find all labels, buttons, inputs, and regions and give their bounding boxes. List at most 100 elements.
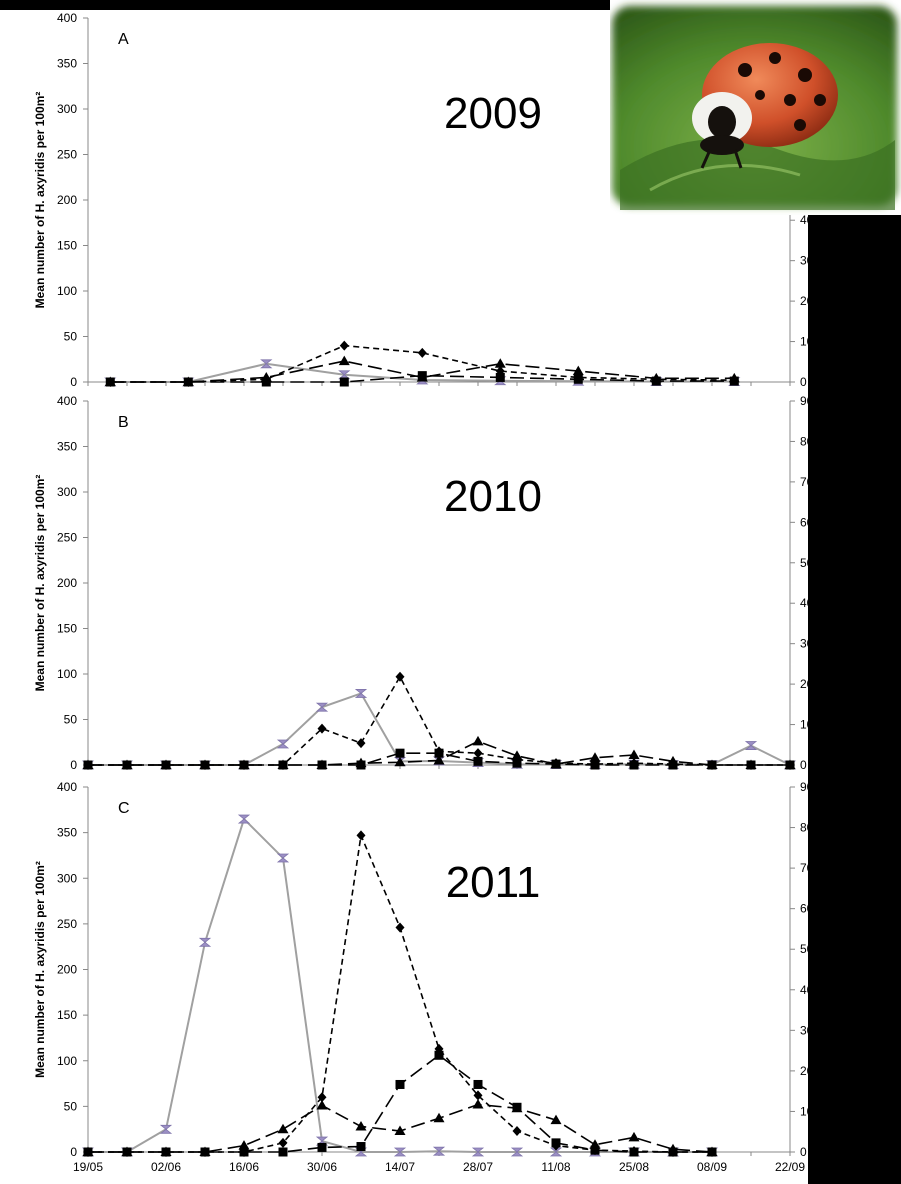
square-marker xyxy=(317,760,327,770)
diamond-marker xyxy=(317,723,327,734)
x-tick-label: 22/09 xyxy=(775,1160,805,1174)
y-left-tick-label: 200 xyxy=(57,193,77,207)
y-left-tick-label: 100 xyxy=(57,667,77,681)
square-marker xyxy=(512,1102,522,1112)
panel-c: 0 50 100 150 200 250 300 350 400 0 10000 20000 30000… xyxy=(33,780,865,1174)
square-marker xyxy=(278,1147,288,1157)
y-left-tick-label: 0 xyxy=(70,375,77,389)
ladybird-photo xyxy=(610,0,901,215)
hourglass-marker xyxy=(471,1147,485,1157)
diamond-marker xyxy=(395,671,405,682)
y-right-tick-label: 90000 xyxy=(800,394,834,408)
year-label: 2010 xyxy=(444,472,542,521)
y-right-tick-label: 60000 xyxy=(800,902,834,916)
y-left-tick-label: 300 xyxy=(57,871,77,885)
year-label: 2009 xyxy=(444,89,542,138)
triangle-marker xyxy=(394,1125,406,1136)
triangle-marker xyxy=(472,735,484,746)
square-marker xyxy=(785,760,795,770)
y-right-tick-label: 20000 xyxy=(800,1064,834,1078)
panels: 0501001502002503003504000100002000030000… xyxy=(33,11,865,1174)
diamond-marker xyxy=(417,347,427,358)
x-tick-label: 16/06 xyxy=(229,1160,259,1174)
series-line-triangle xyxy=(110,360,735,383)
y-left-tick-label: 250 xyxy=(57,531,77,545)
panel-letter: C xyxy=(118,800,130,817)
square-marker xyxy=(183,377,193,387)
hourglass-marker xyxy=(198,937,212,947)
y-left-tick-label: 100 xyxy=(57,284,77,298)
y-right-tick-label: 30000 xyxy=(800,1023,834,1037)
panel-letter: A xyxy=(118,31,129,48)
square-marker xyxy=(473,756,483,766)
square-marker xyxy=(746,760,756,770)
y-left-tick-label: 300 xyxy=(57,485,77,499)
y-right-tick-label: 30000 xyxy=(800,637,834,651)
square-marker xyxy=(707,1147,717,1157)
triangle-marker xyxy=(572,365,584,376)
diamond-marker xyxy=(356,738,366,749)
square-marker xyxy=(339,377,349,387)
y-left-axis-title: Mean number of H. axyridis per 100m² xyxy=(33,92,47,309)
triangle-marker xyxy=(589,752,601,762)
y-right-tick-label: 10000 xyxy=(800,335,834,349)
square-marker xyxy=(161,1147,171,1157)
square-marker xyxy=(434,1050,444,1060)
triangle-marker xyxy=(472,1099,484,1109)
y-left-tick-label: 400 xyxy=(57,394,77,408)
y-left-tick-label: 350 xyxy=(57,826,77,840)
diamond-marker xyxy=(395,922,405,933)
hourglass-marker xyxy=(354,689,368,698)
x-tick-label: 28/07 xyxy=(463,1160,493,1174)
y-right-tick-label: 20000 xyxy=(800,294,834,308)
x-tick-label: 02/06 xyxy=(151,1160,181,1174)
hourglass-marker xyxy=(393,1147,407,1157)
triangle-marker xyxy=(277,1123,289,1134)
square-marker xyxy=(356,1142,366,1152)
square-marker xyxy=(551,1138,561,1148)
square-marker xyxy=(590,760,600,770)
square-marker xyxy=(122,1147,132,1157)
triangle-marker xyxy=(394,756,406,767)
diamond-marker xyxy=(317,1092,327,1103)
y-right-tick-label: 40000 xyxy=(800,596,834,610)
square-marker xyxy=(161,760,171,770)
square-marker xyxy=(590,1145,600,1155)
y-left-axis-title: Mean number of H. axyridis per 100m² xyxy=(33,475,47,692)
y-left-tick-label: 150 xyxy=(57,622,77,636)
triangle-marker xyxy=(433,1112,445,1123)
triangle-marker xyxy=(628,749,640,759)
square-marker xyxy=(200,1147,210,1157)
hourglass-marker xyxy=(315,702,329,712)
square-marker xyxy=(395,1079,405,1089)
square-marker xyxy=(573,374,583,384)
x-tick-label: 19/05 xyxy=(73,1160,103,1174)
panel-b: 0 50 100 150 200 250 300 350 400 0 10000 20000 30000… xyxy=(33,394,865,772)
triangle-marker xyxy=(355,1120,367,1131)
y-right-tick-label: 0 xyxy=(800,758,807,772)
diamond-marker xyxy=(512,1126,522,1137)
square-marker xyxy=(629,1147,639,1157)
square-marker xyxy=(551,759,561,769)
y-left-tick-label: 250 xyxy=(57,917,77,931)
y-right-tick-label: 80000 xyxy=(800,434,834,448)
square-marker xyxy=(729,376,739,386)
hourglass-marker xyxy=(276,853,290,863)
y-left-tick-label: 150 xyxy=(57,1008,77,1022)
y-right-tick-label: 50000 xyxy=(800,556,834,570)
diamond-marker xyxy=(339,340,349,351)
square-marker xyxy=(434,748,444,758)
hourglass-marker xyxy=(432,1146,446,1156)
square-marker xyxy=(629,760,639,770)
right-border xyxy=(882,0,901,1184)
y-right-tick-label: 40000 xyxy=(800,983,834,997)
y-right-tick-label: 80000 xyxy=(800,821,834,835)
series-square xyxy=(83,1050,717,1157)
square-marker xyxy=(200,760,210,770)
y-left-tick-label: 350 xyxy=(57,440,77,454)
square-marker xyxy=(122,760,132,770)
x-tick-label: 30/06 xyxy=(307,1160,337,1174)
square-marker xyxy=(473,1079,483,1089)
diamond-marker xyxy=(356,830,366,841)
